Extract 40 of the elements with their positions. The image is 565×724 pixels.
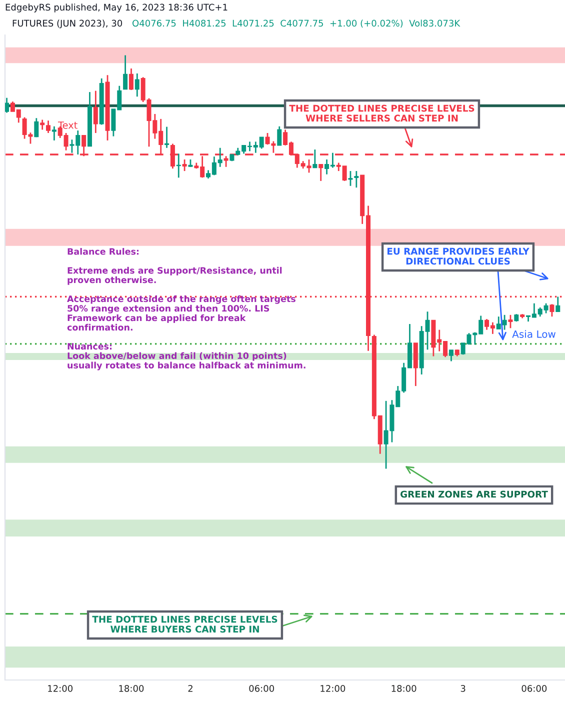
candlestick	[556, 296, 560, 312]
x-tick-label: 2	[188, 685, 192, 692]
candlestick	[354, 170, 359, 188]
text: GREEN ZONES ARE SUPPORT	[400, 490, 548, 498]
x-tick-label: 12:00	[48, 685, 73, 692]
candlestick	[508, 314, 513, 329]
text: Balance Rules: Extreme ends are Support/Resistance, until proven otherwise. Acceptance outside of the range often targets 50% range extension and then 100%. LIS Framework can be applied for break confirmation. Nuances: Look above/below and fail (within 10 points) usually rotates to balance halfback at minimum.	[67, 248, 306, 370]
candlestick	[46, 120, 51, 134]
candlestick	[93, 90, 98, 134]
candlestick	[318, 164, 324, 182]
candlestick	[164, 126, 170, 149]
x-tick-label: 18:00	[119, 685, 144, 692]
candlestick	[348, 170, 353, 187]
candlestick	[448, 349, 454, 362]
candlestick	[5, 97, 10, 114]
text: O4076.75 H4081.25 L4071.25 C4077.75 +1.00 (+0.02%) Vol83.073K	[132, 20, 460, 28]
candlestick	[176, 152, 181, 178]
candlestick	[34, 117, 39, 138]
text: EdgebyRS published, May 16, 2023 18:36 UTC+1	[6, 4, 228, 12]
x-tick-label: 06:00	[249, 685, 274, 692]
candlestick	[52, 126, 56, 142]
candlestick	[277, 126, 282, 146]
candlestick	[134, 72, 140, 98]
x-tick-label: 12:00	[320, 685, 346, 692]
annotation: EU RANGE PROVIDES EARLY DIRECTIONAL CLUES	[388, 248, 530, 265]
annotation: THE DOTTED LINES PRECISE LEVELS WHERE SELLERS CAN STEP IN	[289, 104, 474, 122]
candlestick	[312, 148, 318, 168]
candlestick	[550, 303, 554, 318]
x-tick-label: 18:00	[392, 685, 416, 692]
candlestick	[123, 54, 128, 90]
candlestick	[128, 68, 134, 91]
chart-title: FUTURES (JUN 2023), 30	[12, 20, 122, 28]
candlestick	[224, 155, 228, 168]
annotation: Text	[58, 122, 78, 129]
candlestick	[182, 158, 187, 172]
candlestick	[40, 119, 45, 130]
x-tick-label: 06:00	[522, 685, 547, 692]
text: THE DOTTED LINES PRECISE LEVELS WHERE BUYERS CAN STEP IN	[92, 616, 278, 633]
x-tick-label: 3	[460, 685, 466, 692]
annotation: Asia Low	[512, 330, 556, 338]
